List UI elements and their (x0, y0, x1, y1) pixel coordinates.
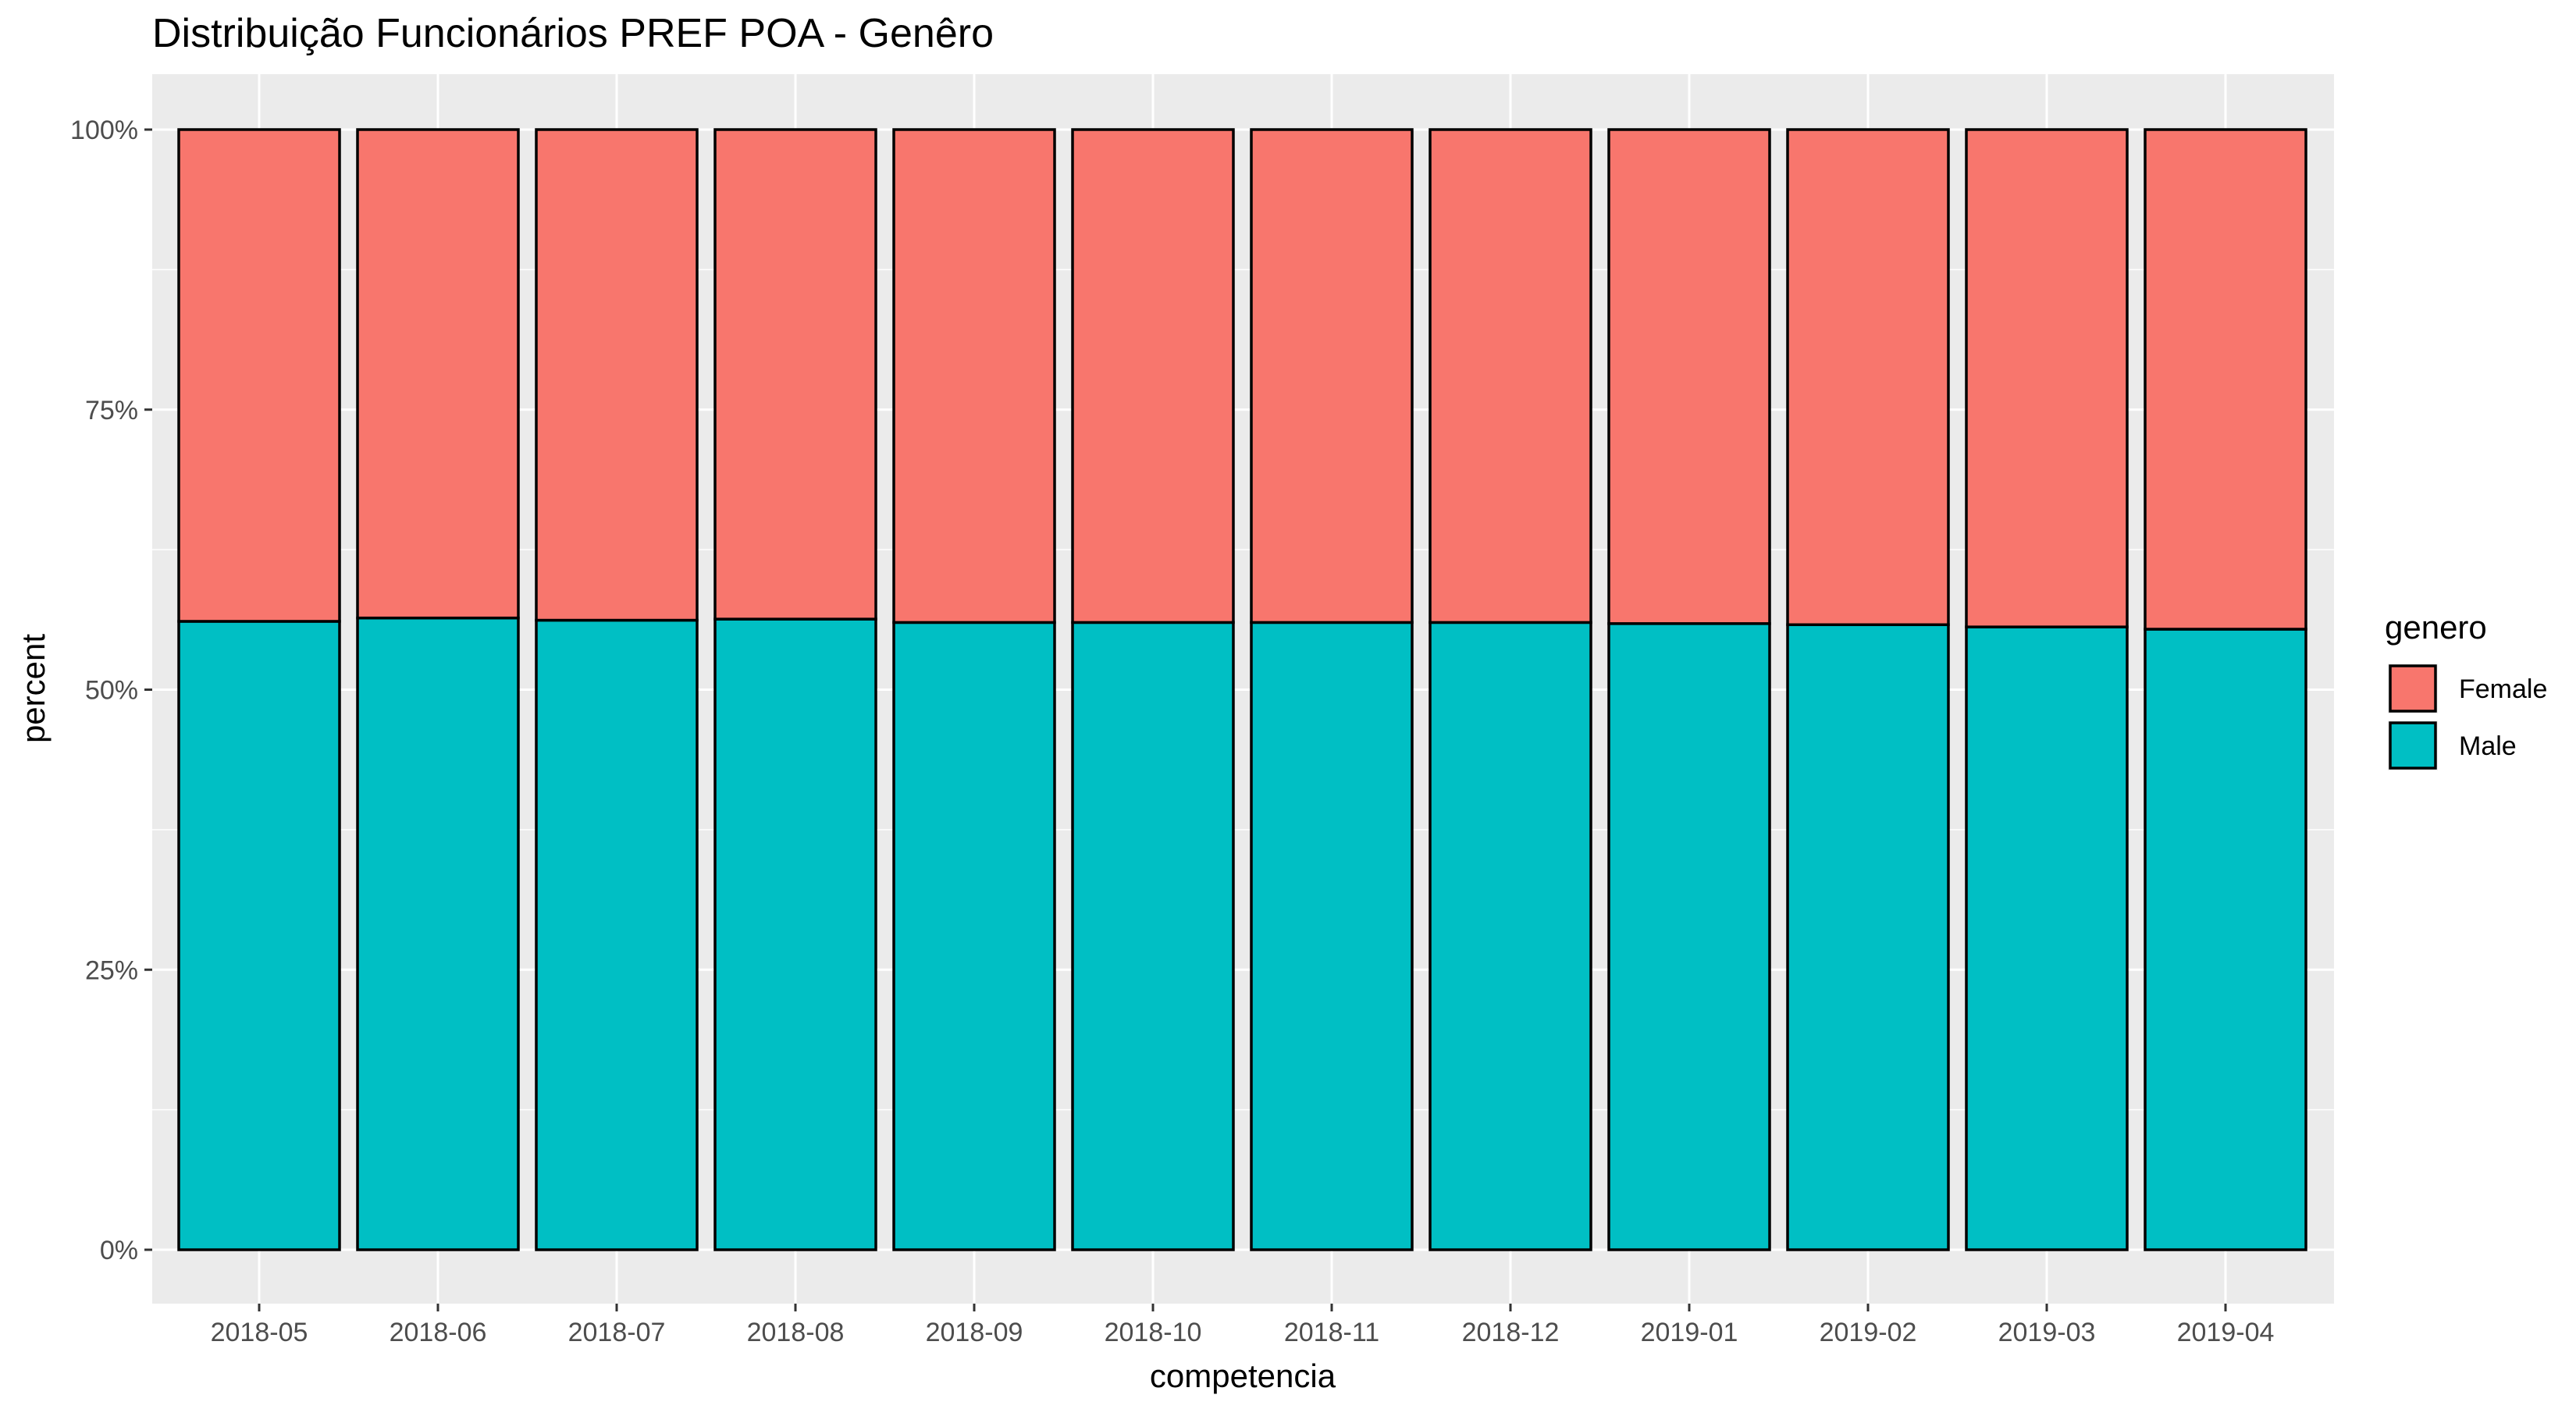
bar-stack (713, 128, 877, 1251)
x-axis-title: competencia (1150, 1357, 1336, 1394)
y-tick-label: 75% (85, 396, 138, 425)
bar-stack (1071, 128, 1235, 1251)
legend-label: Male (2459, 731, 2517, 761)
bar-female (1965, 128, 2129, 628)
bar-male (1607, 622, 1771, 1251)
y-tick-label: 100% (70, 116, 138, 145)
bar-female (356, 128, 520, 620)
legend-title: genero (2385, 609, 2487, 646)
y-axis: 0% 25% 50% 75% 100% (70, 116, 152, 1265)
bar-female (1786, 128, 1950, 627)
bar-female (1607, 128, 1771, 625)
legend-swatch (2389, 721, 2437, 770)
bar-stack (1429, 128, 1592, 1251)
x-tick-label: 2018-06 (390, 1318, 487, 1347)
bar-stack (177, 128, 341, 1251)
x-tick-label: 2018-05 (211, 1318, 308, 1347)
bar-female (713, 128, 877, 621)
bar-male (535, 618, 699, 1251)
x-tick-label: 2019-01 (1641, 1318, 1738, 1347)
bar-female (1071, 128, 1235, 624)
bar-stack (356, 128, 520, 1251)
x-tick-label: 2018-07 (568, 1318, 666, 1347)
bar-male (713, 617, 877, 1251)
legend: genero Female Male (2385, 609, 2547, 770)
bar-male (177, 620, 341, 1251)
bar-male (1786, 623, 1950, 1251)
legend-items: Female Male (2388, 664, 2547, 770)
bar-male (1071, 621, 1235, 1251)
bar-female (892, 128, 1056, 624)
x-tick-label: 2018-08 (747, 1318, 845, 1347)
legend-swatch (2389, 664, 2437, 713)
bar-male (892, 621, 1056, 1251)
bar-stack (892, 128, 1056, 1251)
bar-stack (1607, 128, 1771, 1251)
bar-stack-group (177, 128, 2307, 1251)
x-tick-label: 2018-10 (1105, 1318, 1202, 1347)
bar-stack (1786, 128, 1950, 1251)
bar-female (2144, 128, 2307, 631)
x-tick-label: 2019-03 (1998, 1318, 2096, 1347)
bar-stack (2144, 128, 2307, 1251)
bar-female (177, 128, 341, 623)
bar-stack (535, 128, 699, 1251)
x-tick-label: 2018-09 (926, 1318, 1023, 1347)
y-tick-label: 0% (100, 1236, 138, 1265)
bar-male (1429, 621, 1592, 1251)
bar-male (1965, 625, 2129, 1251)
bar-male (356, 616, 520, 1251)
bar-male (1250, 621, 1414, 1251)
legend-item: Female (2388, 664, 2547, 713)
y-axis-title: percent (15, 634, 52, 743)
x-tick-label: 2019-02 (1820, 1318, 1917, 1347)
bar-male (2144, 628, 2307, 1251)
bar-female (1429, 128, 1592, 624)
y-tick-label: 25% (85, 955, 138, 985)
x-tick-label: 2018-11 (1284, 1318, 1379, 1347)
bar-female (1250, 128, 1414, 624)
chart-title: Distribuição Funcionários PREF POA - Gen… (152, 11, 994, 56)
bar-stack (1965, 128, 2129, 1251)
bar-female (535, 128, 699, 622)
x-axis: 2018-05 2018-06 2018-07 2018-08 2018-09 2018-… (211, 1304, 2275, 1347)
x-tick-label: 2019-04 (2177, 1318, 2275, 1347)
x-tick-label: 2018-12 (1462, 1318, 1560, 1347)
legend-label: Female (2459, 674, 2547, 704)
bar-stack (1250, 128, 1414, 1251)
y-tick-label: 50% (85, 676, 138, 706)
legend-item: Male (2388, 721, 2517, 770)
